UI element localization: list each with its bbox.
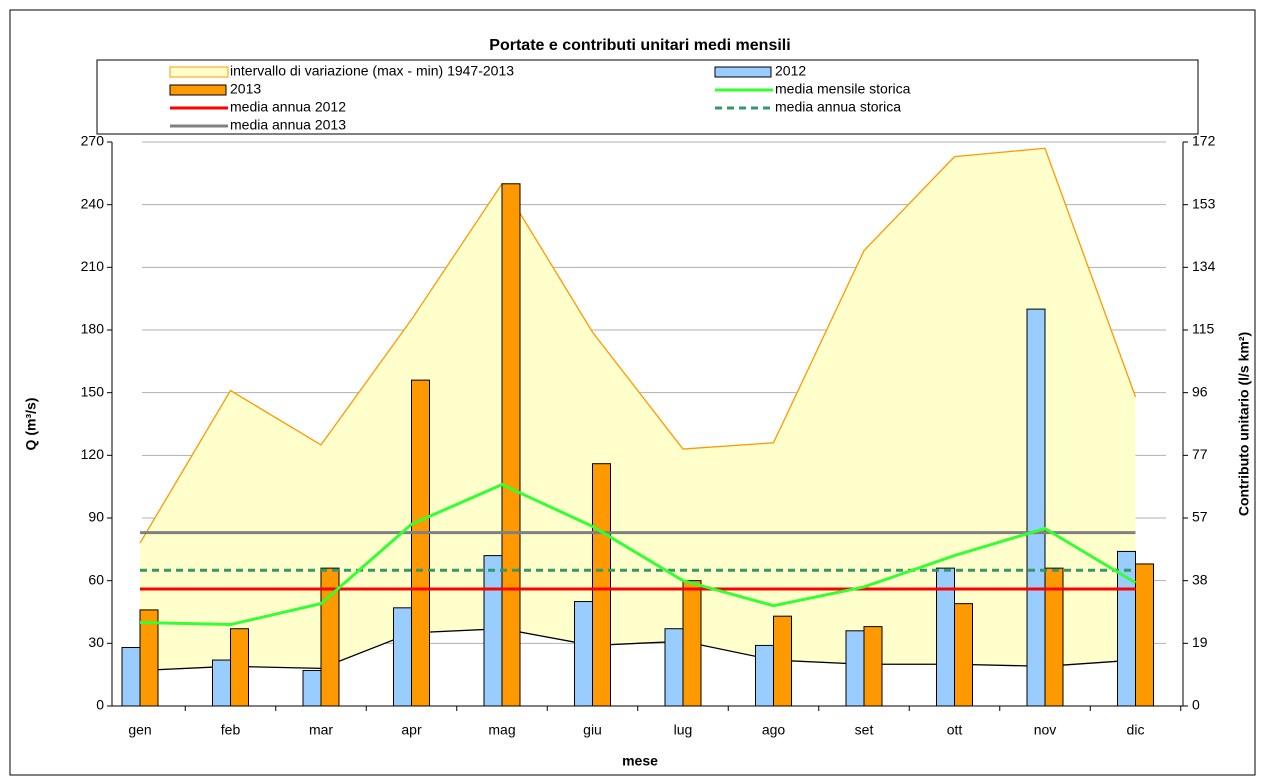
y2-tick-label: 0 (1192, 697, 1200, 713)
x-tick-label: mag (488, 722, 515, 738)
y-tick-label: 90 (88, 509, 104, 525)
legend-label: media annua storica (775, 99, 901, 115)
bar (664, 628, 684, 707)
y-tick-label: 60 (88, 571, 104, 587)
bar (393, 607, 412, 707)
y2-tick-label: 172 (1192, 133, 1216, 149)
chart-title: Portate e contributi unitari medi mensil… (489, 37, 790, 54)
y2-tick-label: 115 (1192, 321, 1215, 337)
legend-label: 2013 (230, 81, 261, 97)
y-tick-label: 240 (81, 195, 105, 211)
bar (139, 609, 159, 707)
y2-tick-label: 153 (1192, 195, 1216, 211)
legend-label: media annua 2013 (230, 117, 346, 133)
y2-tick-label: 38 (1192, 571, 1208, 587)
legend-box (96, 59, 1199, 135)
bar (230, 628, 249, 707)
x-tick-label: giu (583, 722, 602, 738)
y-tick-label: 120 (81, 446, 105, 462)
bar (121, 647, 141, 707)
bar (773, 615, 792, 707)
bar (1135, 563, 1154, 707)
y2-tick-label: 19 (1192, 634, 1208, 650)
legend-swatch (169, 84, 227, 96)
x-tick-label: nov (1034, 722, 1057, 738)
bar (863, 626, 883, 707)
bar (574, 601, 593, 707)
x-axis-title: mese (622, 753, 658, 769)
bar (592, 463, 611, 707)
x-tick-label: feb (221, 722, 241, 738)
bar (483, 555, 503, 707)
bar (755, 644, 774, 707)
x-tick-label: set (855, 722, 874, 738)
y-tick-label: 30 (88, 634, 104, 650)
y-tick-label: 0 (96, 697, 104, 713)
legend-label: 2012 (775, 63, 806, 79)
x-tick-label: dic (1127, 722, 1145, 738)
bar (1026, 308, 1046, 707)
y2-tick-label: 96 (1192, 383, 1208, 399)
y-tick-label: 210 (81, 258, 105, 274)
legend-swatch (169, 66, 229, 78)
y-axis-title: Q (m³/s) (23, 398, 39, 451)
legend-label: media mensile storica (775, 81, 911, 97)
y-tick-label: 270 (81, 133, 105, 149)
bar (845, 630, 865, 707)
line (139, 482, 1137, 627)
legend-label: intervallo di variazione (max - min) 194… (230, 63, 514, 79)
y-tick-label: 180 (81, 321, 105, 337)
bar (212, 659, 231, 707)
y2-axis-title: Contributo unitario (l/s km²) (1236, 332, 1252, 516)
bar (682, 580, 702, 707)
x-tick-label: mar (309, 722, 333, 738)
x-tick-label: ott (947, 722, 963, 738)
x-tick-label: apr (401, 722, 422, 738)
bar (501, 183, 521, 707)
y2-tick-label: 134 (1192, 258, 1216, 274)
bar (302, 669, 322, 707)
range-area (140, 148, 1136, 671)
y2-tick-label: 77 (1192, 446, 1208, 462)
y-tick-label: 150 (81, 383, 105, 399)
bar (411, 379, 430, 707)
legend-label: media annua 2012 (230, 99, 346, 115)
y2-tick-label: 57 (1192, 509, 1208, 525)
x-tick-label: gen (128, 722, 151, 738)
x-tick-label: ago (762, 722, 786, 738)
bar (954, 603, 973, 707)
range-max-line (139, 147, 1137, 544)
legend-swatch (714, 66, 772, 78)
x-tick-label: lug (674, 722, 693, 738)
